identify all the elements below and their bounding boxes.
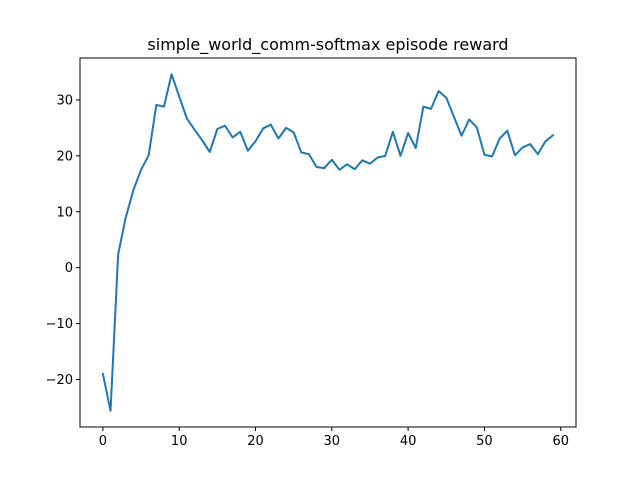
chart-title: simple_world_comm-softmax episode reward bbox=[147, 35, 508, 55]
x-tick-label: 50 bbox=[476, 434, 493, 449]
y-tick-label: 10 bbox=[56, 205, 73, 220]
x-tick-label: 30 bbox=[324, 434, 341, 449]
x-tick-label: 10 bbox=[171, 434, 188, 449]
y-tick-label: −20 bbox=[46, 373, 73, 388]
tick-layer: 0 10 20 30 40 50 60 −20 −10 0 10 20 30 bbox=[46, 93, 569, 449]
plot-frame bbox=[79, 57, 577, 428]
y-tick-label: 30 bbox=[56, 93, 73, 108]
x-tick-label: 60 bbox=[552, 434, 569, 449]
x-tick-label: 0 bbox=[99, 434, 107, 449]
series-line bbox=[101, 73, 555, 412]
y-tick-label: 20 bbox=[56, 149, 73, 164]
x-tick-label: 20 bbox=[247, 434, 264, 449]
y-tick-label: 0 bbox=[65, 261, 73, 276]
series-layer bbox=[101, 73, 555, 412]
y-tick-label: −10 bbox=[46, 317, 73, 332]
x-tick-label: 40 bbox=[400, 434, 417, 449]
